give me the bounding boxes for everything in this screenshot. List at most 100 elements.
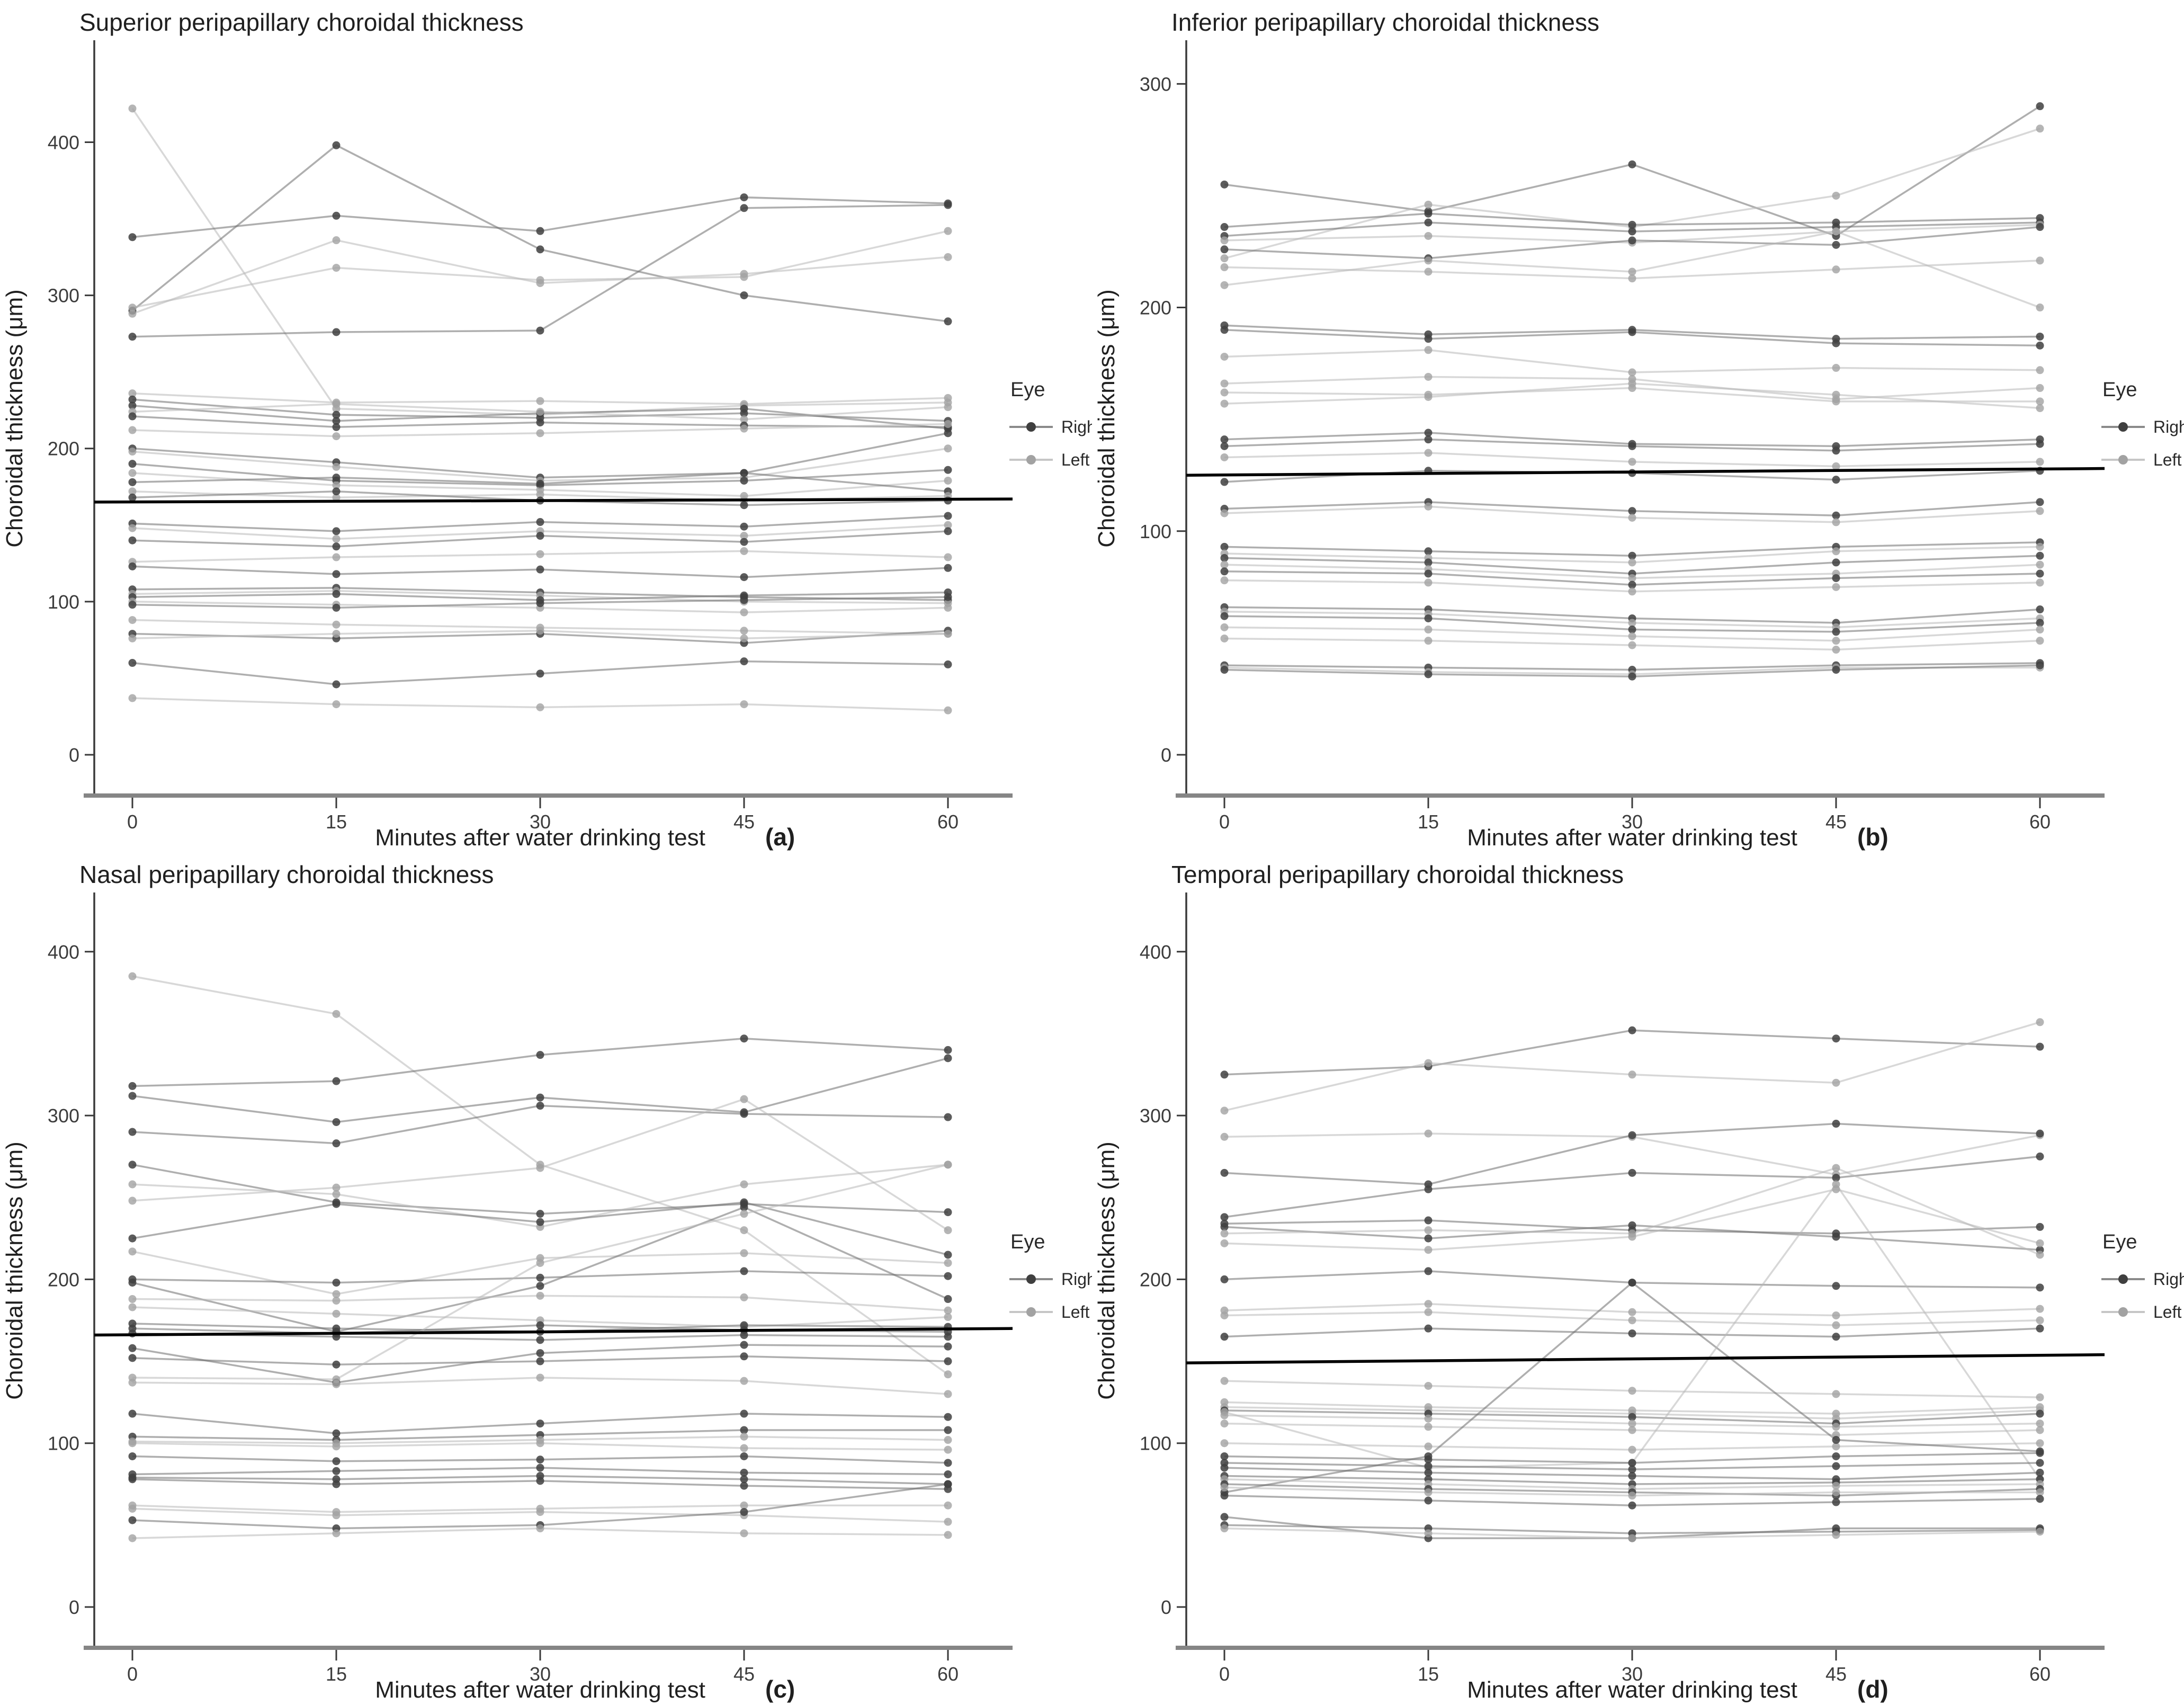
data-point-right [944, 1113, 952, 1121]
data-point-right [332, 417, 341, 425]
data-point-right [944, 564, 952, 572]
y-axis-label: Choroidal thickness (μm) [1094, 289, 1120, 548]
data-point-right [1832, 1462, 1840, 1470]
data-point-left [1628, 619, 1636, 627]
data-point-right [1220, 1463, 1229, 1472]
data-point-left [944, 403, 952, 412]
x-tick-label: 0 [127, 811, 138, 833]
data-point-left [1628, 267, 1636, 276]
data-point-left [1424, 1129, 1433, 1138]
series-line-right [132, 1164, 948, 1215]
data-point-right [1220, 567, 1229, 576]
data-point-left [128, 309, 137, 318]
legend-left-label: Left [1061, 1302, 1089, 1322]
data-point-right [2036, 569, 2044, 578]
data-point-left [944, 1390, 952, 1398]
data-point-right [1628, 160, 1636, 168]
x-tick-label: 15 [326, 811, 347, 833]
data-point-right [332, 1077, 341, 1085]
data-point-left [332, 1309, 341, 1318]
x-tick-label: 60 [937, 1663, 959, 1685]
data-point-right [1832, 1333, 1840, 1341]
data-point-left [1628, 1534, 1636, 1542]
y-tick-label: 100 [48, 1433, 79, 1454]
panel-inferior: Inferior peripapillary choroidal thickne… [1092, 0, 2184, 852]
data-point-left [944, 1445, 952, 1454]
data-point-left [944, 253, 952, 261]
data-point-right [740, 1475, 748, 1484]
x-tick-label: 45 [733, 1663, 755, 1685]
data-point-left [1424, 346, 1433, 354]
data-point-left [944, 227, 952, 235]
data-point-left [1424, 502, 1433, 511]
data-point-left [1220, 1106, 1229, 1115]
data-point-right [1628, 1459, 1636, 1467]
data-point-right [1628, 1221, 1636, 1229]
data-point-right [1424, 1456, 1433, 1464]
data-point-right [1424, 1267, 1433, 1275]
data-point-right [128, 1161, 137, 1169]
data-point-right [536, 1102, 544, 1110]
data-point-right [1832, 1174, 1840, 1182]
data-point-right [2036, 498, 2044, 506]
data-point-right [740, 1508, 748, 1516]
x-axis-label: Minutes after water drinking test [1467, 1677, 1797, 1703]
data-point-left [1628, 458, 1636, 466]
data-point-right [332, 410, 341, 419]
data-point-left [128, 1439, 137, 1448]
data-point-left [944, 603, 952, 612]
data-point-left [332, 481, 341, 489]
data-point-right [536, 1093, 544, 1102]
data-point-right [536, 565, 544, 574]
legend: Eye Right Left [2101, 379, 2184, 469]
x-tick-label: 15 [1418, 811, 1439, 833]
data-point-right [1832, 1452, 1840, 1460]
data-point-right [2036, 1449, 2044, 1457]
data-point-right [536, 245, 544, 254]
data-point-left [332, 700, 341, 709]
series-line-right [132, 1057, 948, 1123]
data-point-right [128, 478, 137, 486]
legend: Eye Right Left [2101, 1231, 2184, 1322]
data-point-right [740, 1110, 748, 1118]
data-point-left [1220, 623, 1229, 631]
data-point-left [536, 490, 544, 498]
data-point-left [1832, 227, 1840, 236]
data-point-right [536, 1218, 544, 1226]
data-point-left [1220, 1377, 1229, 1385]
data-point-left [536, 429, 544, 438]
panel-letter: (d) [1857, 1675, 1888, 1703]
data-point-right [944, 1251, 952, 1259]
data-point-left [944, 630, 952, 638]
data-point-left [128, 448, 137, 456]
data-point-left [1628, 1070, 1636, 1079]
data-point-left [1424, 1488, 1433, 1496]
data-point-right [128, 1409, 137, 1418]
data-point-right [740, 522, 748, 531]
data-point-left [1628, 1492, 1636, 1500]
data-point-right [1628, 1168, 1636, 1177]
data-point-right [2036, 1283, 2044, 1292]
plot-area: 0 100 200 300 0 15 30 45 60 [1140, 40, 2105, 833]
data-point-right [128, 659, 137, 667]
panel-title: Temporal peripapillary choroidal thickne… [1171, 861, 1624, 888]
data-point-left [740, 634, 748, 642]
data-point-right [128, 1128, 137, 1136]
data-point-left [1424, 1246, 1433, 1254]
data-point-right [740, 1352, 748, 1361]
data-point-left [1424, 1442, 1433, 1451]
data-point-left [740, 627, 748, 635]
series-line-left [131, 108, 948, 416]
data-point-left [2036, 1420, 2044, 1428]
data-point-left [944, 553, 952, 561]
data-point-left [332, 1290, 341, 1298]
x-tick-label: 30 [530, 1663, 551, 1685]
data-point-left [740, 424, 748, 433]
data-point-right [740, 1331, 748, 1340]
data-point-left [740, 532, 748, 540]
data-point-right [332, 1139, 341, 1148]
data-point-right [128, 1279, 137, 1287]
x-tick-label: 60 [2029, 1663, 2051, 1685]
y-tick-label: 100 [48, 591, 79, 613]
data-point-left [1628, 587, 1636, 596]
